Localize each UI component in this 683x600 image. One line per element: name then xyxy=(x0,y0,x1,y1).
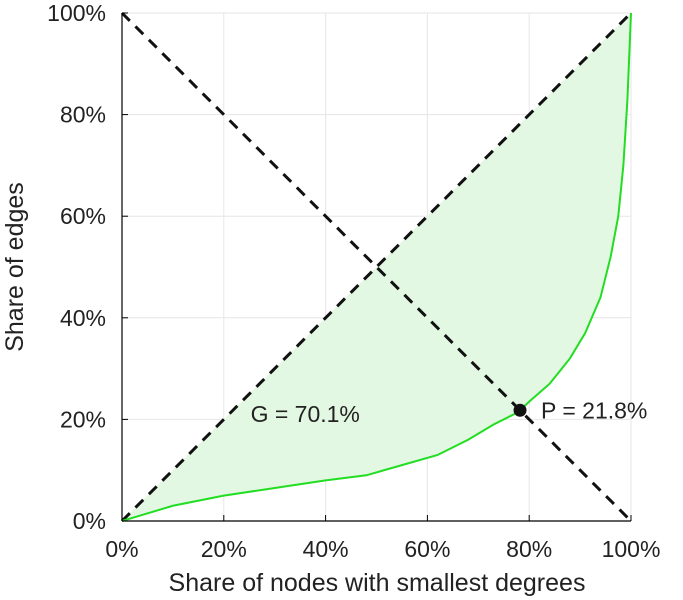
x-tick-label: 100% xyxy=(602,536,661,562)
anti-diagonal-line xyxy=(120,11,633,523)
x-tick-label: 40% xyxy=(303,536,349,562)
y-tick-label: 80% xyxy=(60,102,106,128)
tick-labels: 0% 20% 40% 60% 80% 100% 0% 20% 40% 60% 80% 100% xyxy=(47,0,660,562)
equality-line xyxy=(120,11,633,523)
y-tick-label: 20% xyxy=(60,406,106,432)
point-p-marker xyxy=(513,403,527,417)
x-tick-label: 0% xyxy=(105,536,138,562)
x-tick-label: 60% xyxy=(404,536,450,562)
y-tick-label: 40% xyxy=(60,305,106,331)
axes xyxy=(121,12,632,522)
y-tick-label: 0% xyxy=(73,508,106,534)
y-axis-label: Share of edges xyxy=(1,182,29,352)
point-p-label: P = 21.8% xyxy=(541,397,647,423)
marks: P = 21.8% G = 70.1% xyxy=(251,397,648,427)
gini-label: G = 70.1% xyxy=(251,401,360,427)
x-tick-label: 80% xyxy=(506,536,552,562)
y-tick-label: 100% xyxy=(47,0,106,26)
x-axis-label: Share of nodes with smallest degrees xyxy=(169,569,586,597)
x-tick-label: 20% xyxy=(201,536,247,562)
y-tick-label: 60% xyxy=(60,203,106,229)
